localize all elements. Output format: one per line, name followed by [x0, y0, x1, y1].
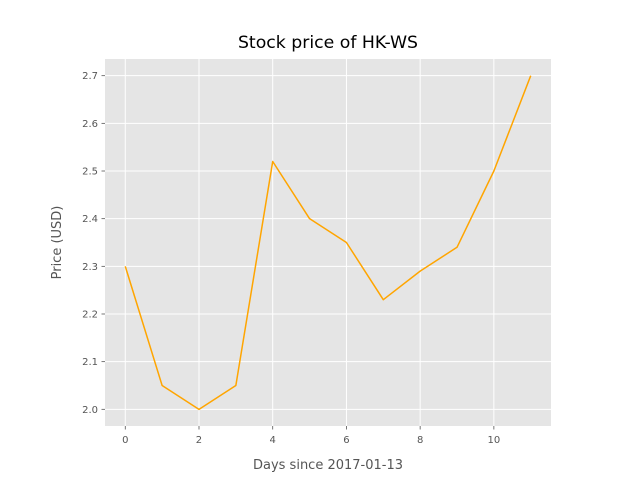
grid-lines [105, 59, 551, 426]
plot-area [105, 59, 551, 426]
y-tick-label: 2.0 [82, 405, 98, 416]
y-tick-label: 2.7 [82, 71, 98, 82]
y-axis-label: Price (USD) [50, 206, 65, 280]
x-tick-label: 8 [417, 435, 423, 446]
x-tick-label: 6 [343, 435, 349, 446]
y-tick-label: 2.1 [82, 357, 98, 368]
series-line [124, 75, 532, 411]
y-tick-label: 2.2 [82, 309, 98, 320]
x-tick-label: 0 [122, 435, 128, 446]
x-axis-label: Days since 2017-01-13 [253, 458, 403, 473]
series-layer [124, 75, 532, 411]
x-tick-label: 10 [488, 435, 501, 446]
chart-title: Stock price of HK-WS [238, 33, 418, 53]
x-tick-label: 4 [270, 435, 276, 446]
y-tick-label: 2.6 [82, 119, 98, 130]
x-tick-label: 2 [196, 435, 202, 446]
y-tick-label: 2.5 [82, 167, 98, 178]
axis-ticks: 0 2 4 6 8 10 2.0 2.1 2.2 2.3 2.4 2.5 2.6 2.7 [82, 71, 500, 446]
y-tick-label: 2.3 [82, 262, 98, 273]
y-tick-label: 2.4 [82, 214, 98, 225]
